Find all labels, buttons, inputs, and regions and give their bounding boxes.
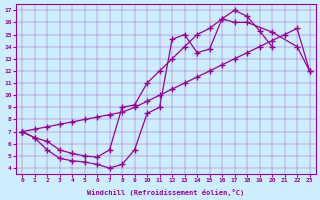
X-axis label: Windchill (Refroidissement éolien,°C): Windchill (Refroidissement éolien,°C) <box>87 189 244 196</box>
